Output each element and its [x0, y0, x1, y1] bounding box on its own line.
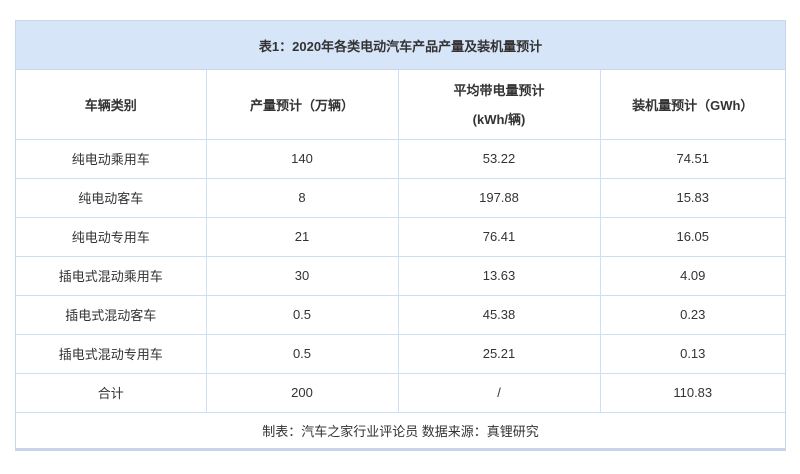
column-header-avg-capacity: 平均带电量预计 (kWh/辆) — [397, 69, 601, 140]
column-header-avg-capacity-line2: (kWh/辆) — [472, 112, 526, 128]
table-title: 表1：2020年各类电动汽车产品产量及装机量预计 — [16, 21, 785, 70]
column-header-installed-capacity: 装机量预计（GWh） — [599, 69, 786, 140]
cell-avg-capacity: 25.21 — [397, 333, 601, 374]
cell-avg-capacity: / — [397, 372, 601, 413]
cell-vehicle-type: 合计 — [15, 372, 207, 413]
cell-vehicle-type: 插电式混动乘用车 — [15, 255, 207, 296]
cell-vehicle-type: 纯电动乘用车 — [15, 138, 207, 179]
cell-production: 140 — [205, 138, 399, 179]
cell-vehicle-type: 纯电动专用车 — [15, 216, 207, 257]
table-row: 纯电动专用车 21 76.41 16.05 — [15, 216, 786, 257]
cell-production: 0.5 — [205, 294, 399, 335]
cell-production: 21 — [205, 216, 399, 257]
cell-avg-capacity: 45.38 — [397, 294, 601, 335]
cell-installed: 0.23 — [599, 294, 786, 335]
cell-vehicle-type: 纯电动客车 — [15, 177, 207, 218]
column-header-vehicle-type: 车辆类别 — [15, 69, 207, 140]
cell-installed: 16.05 — [599, 216, 786, 257]
column-header-production-forecast: 产量预计（万辆） — [205, 69, 399, 140]
cell-avg-capacity: 76.41 — [397, 216, 601, 257]
data-table: 车辆类别 产量预计（万辆） 平均带电量预计 (kWh/辆) 装机量预计（GWh）… — [15, 69, 786, 449]
cell-avg-capacity: 197.88 — [397, 177, 601, 218]
cell-avg-capacity: 53.22 — [397, 138, 601, 179]
table-row: 插电式混动乘用车 30 13.63 4.09 — [15, 255, 786, 296]
cell-production: 200 — [205, 372, 399, 413]
cell-avg-capacity: 13.63 — [397, 255, 601, 296]
cell-installed: 74.51 — [599, 138, 786, 179]
cell-installed: 0.13 — [599, 333, 786, 374]
table-row: 纯电动客车 8 197.88 15.83 — [15, 177, 786, 218]
cell-vehicle-type: 插电式混动客车 — [15, 294, 207, 335]
footer-row: 制表：汽车之家行业评论员 数据来源：真锂研究 — [15, 411, 786, 449]
table-card: 表1：2020年各类电动汽车产品产量及装机量预计 车辆类别 产量预计（万辆） 平… — [15, 20, 786, 451]
table-row-total: 合计 200 / 110.83 — [15, 372, 786, 413]
cell-installed: 4.09 — [599, 255, 786, 296]
table-row: 纯电动乘用车 140 53.22 74.51 — [15, 138, 786, 179]
header-row: 车辆类别 产量预计（万辆） 平均带电量预计 (kWh/辆) 装机量预计（GWh） — [15, 69, 786, 140]
cell-production: 8 — [205, 177, 399, 218]
cell-production: 30 — [205, 255, 399, 296]
table-footer-credit: 制表：汽车之家行业评论员 数据来源：真锂研究 — [15, 411, 786, 449]
table-row: 插电式混动专用车 0.5 25.21 0.13 — [15, 333, 786, 374]
cell-installed: 110.83 — [599, 372, 786, 413]
column-header-avg-capacity-line1: 平均带电量预计 — [453, 83, 545, 99]
cell-installed: 15.83 — [599, 177, 786, 218]
cell-production: 0.5 — [205, 333, 399, 374]
cell-vehicle-type: 插电式混动专用车 — [15, 333, 207, 374]
table-row: 插电式混动客车 0.5 45.38 0.23 — [15, 294, 786, 335]
